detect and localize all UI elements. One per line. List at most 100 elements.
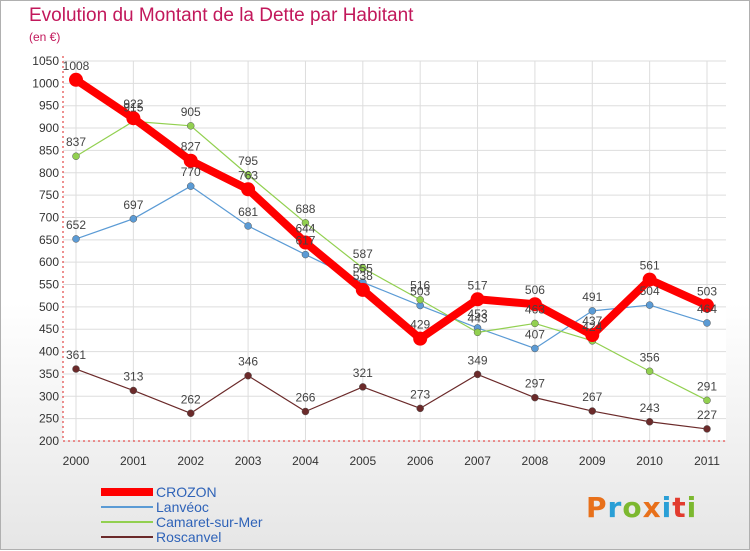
y-tick-label: 1000 xyxy=(32,76,59,90)
data-label: 463 xyxy=(525,302,545,316)
series-line-roscanvel xyxy=(75,368,708,430)
data-point xyxy=(301,250,310,259)
y-tick-label: 400 xyxy=(39,345,59,359)
legend-swatch xyxy=(101,521,153,523)
y-tick-label: 1050 xyxy=(32,54,59,68)
data-label: 266 xyxy=(295,390,315,404)
x-tick-label: 2002 xyxy=(177,454,204,468)
data-point xyxy=(413,331,428,346)
data-point xyxy=(183,153,198,168)
x-tick-label: 2004 xyxy=(292,454,319,468)
chart-subtitle: (en €) xyxy=(29,30,61,44)
data-point xyxy=(416,404,424,413)
data-label: 313 xyxy=(123,369,143,383)
x-tick-label: 2005 xyxy=(349,454,376,468)
data-label: 407 xyxy=(525,327,545,341)
data-label: 503 xyxy=(410,285,430,299)
data-label: 321 xyxy=(353,366,373,380)
data-label: 424 xyxy=(582,320,602,334)
data-point xyxy=(531,319,539,328)
data-label: 905 xyxy=(181,105,201,119)
data-point xyxy=(527,297,542,312)
y-tick-label: 350 xyxy=(39,367,59,381)
data-label: 504 xyxy=(640,284,660,298)
data-label: 506 xyxy=(525,283,545,297)
x-tick-label: 2011 xyxy=(694,454,720,468)
data-label: 429 xyxy=(410,318,430,332)
data-point xyxy=(588,407,597,415)
y-tick-label: 300 xyxy=(39,389,59,403)
y-tick-label: 750 xyxy=(39,188,59,202)
y-tick-label: 850 xyxy=(39,143,59,157)
data-point xyxy=(645,418,654,426)
data-point xyxy=(186,409,195,418)
chart-title: Evolution du Montant de la Dette par Hab… xyxy=(29,5,414,26)
legend-swatch xyxy=(101,488,153,496)
data-label: 922 xyxy=(123,97,143,111)
x-tick-label: 2006 xyxy=(407,454,434,468)
data-label: 243 xyxy=(640,401,660,415)
legend-label: Roscanvel xyxy=(156,529,222,545)
data-label: 837 xyxy=(66,135,86,149)
y-tick-label: 600 xyxy=(39,255,59,269)
data-label: 346 xyxy=(238,355,258,369)
y-tick-label: 200 xyxy=(39,434,59,448)
y-tick-label: 700 xyxy=(39,210,59,224)
data-label: 262 xyxy=(181,392,201,406)
data-label: 356 xyxy=(640,350,660,364)
x-tick-label: 2003 xyxy=(235,454,262,468)
data-label: 361 xyxy=(66,348,86,362)
data-point xyxy=(703,425,711,433)
data-label: 491 xyxy=(582,290,602,304)
data-label: 267 xyxy=(582,390,602,404)
data-point xyxy=(355,282,370,297)
data-label: 795 xyxy=(238,154,258,168)
y-tick-label: 550 xyxy=(39,278,59,292)
data-point xyxy=(359,383,367,391)
x-tick-label: 2010 xyxy=(636,454,663,468)
data-label: 697 xyxy=(123,198,143,212)
x-tick-label: 2007 xyxy=(464,454,491,468)
data-point xyxy=(241,182,256,197)
data-label: 652 xyxy=(66,218,86,232)
data-point xyxy=(645,367,654,376)
data-point xyxy=(244,171,252,179)
data-label: 349 xyxy=(468,353,488,367)
data-point xyxy=(72,235,80,243)
data-point xyxy=(700,298,714,313)
data-label: 464 xyxy=(697,302,717,316)
series-line-lanv-oc xyxy=(75,185,708,350)
x-tick-label: 2000 xyxy=(63,454,90,468)
data-label: 555 xyxy=(353,261,373,275)
legend-label: CROZON xyxy=(156,484,217,500)
data-label: 517 xyxy=(468,278,488,292)
data-point xyxy=(473,370,482,379)
data-point xyxy=(416,295,424,304)
data-point xyxy=(359,264,367,272)
data-label: 827 xyxy=(181,140,201,154)
data-point xyxy=(129,386,138,395)
data-label: 291 xyxy=(697,379,717,393)
data-label: 227 xyxy=(697,408,717,422)
data-point xyxy=(588,307,597,315)
data-label: 297 xyxy=(525,377,545,391)
plot-area xyxy=(63,61,726,441)
data-point xyxy=(470,292,485,307)
y-tick-label: 800 xyxy=(39,166,59,180)
data-point xyxy=(298,235,313,250)
data-label: 437 xyxy=(582,314,602,328)
data-label: 688 xyxy=(295,202,315,216)
data-point xyxy=(703,319,711,327)
data-point xyxy=(531,393,539,402)
data-point xyxy=(642,272,657,287)
x-tick-label: 2009 xyxy=(579,454,606,468)
data-point xyxy=(129,215,138,223)
series-line-crozon xyxy=(72,75,711,343)
data-label: 587 xyxy=(353,247,373,261)
data-label: 644 xyxy=(295,222,315,236)
data-point xyxy=(703,396,711,405)
data-point xyxy=(126,111,141,126)
data-label: 1008 xyxy=(63,59,90,73)
